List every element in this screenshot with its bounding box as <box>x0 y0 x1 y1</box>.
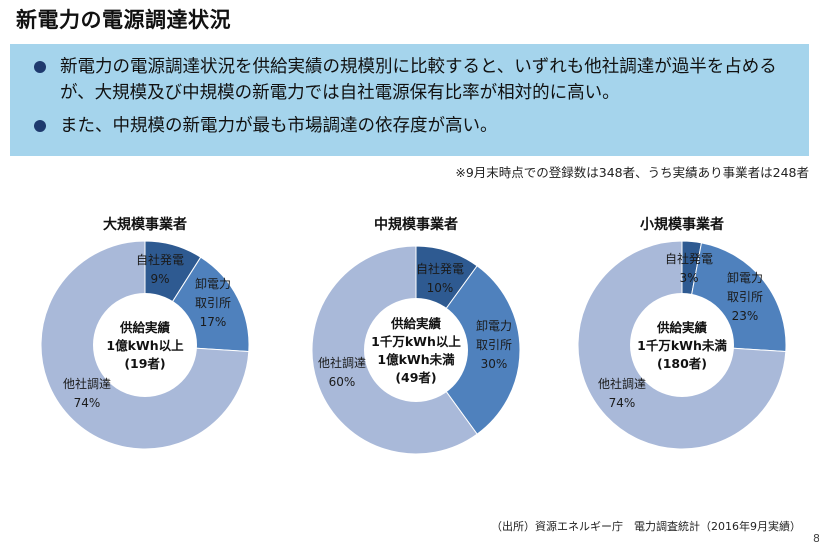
slice-category-label: 取引所 <box>727 290 763 304</box>
donut-center-text: 供給実績 <box>119 320 171 335</box>
summary-bullet: 新電力の電源調達状況を供給実績の規模別に比較すると、いずれも他社調達が過半を占め… <box>30 54 795 106</box>
donut-center-text: (49者) <box>395 370 436 385</box>
page-title: 新電力の電源調達状況 <box>16 8 231 32</box>
slice-value-label: 74% <box>74 396 101 410</box>
slice-category-label: 他社調達 <box>598 376 646 391</box>
slice-value-label: 74% <box>609 396 636 410</box>
bullet-dot-icon <box>34 61 46 73</box>
page-number: 8 <box>813 532 819 545</box>
donut-hole <box>630 293 734 397</box>
summary-bullet: また、中規模の新電力が最も市場調達の依存度が高い。 <box>30 113 795 139</box>
slice-category-label: 取引所 <box>195 296 231 310</box>
source-citation: （出所）資源エネルギー庁 電力調査統計（2016年9月実績） <box>491 520 801 533</box>
slice-category-label: 卸電力 <box>476 318 512 333</box>
slice-category-label: 自社発電 <box>136 252 184 267</box>
slice-value-label: 30% <box>481 357 508 371</box>
chart-title-large: 大規模事業者 <box>103 217 187 233</box>
registration-note: ※9月末時点での登録数は348者、うち実績あり事業者は248者 <box>455 165 809 180</box>
slice-category-label: 他社調達 <box>63 376 111 391</box>
slice-category-label: 自社発電 <box>416 261 464 276</box>
slice-category-label: 卸電力 <box>727 270 763 285</box>
donut-center-text: 1億kWh以上 <box>106 338 184 353</box>
donut-hole <box>364 298 468 402</box>
donut-center-text: 供給実績 <box>656 320 708 335</box>
slice-value-label: 17% <box>200 315 227 329</box>
pie-slice <box>415 265 521 435</box>
donut-center-text: (19者) <box>124 356 165 371</box>
summary-bullet-text: 新電力の電源調達状況を供給実績の規模別に比較すると、いずれも他社調達が過半を占め… <box>60 57 777 103</box>
slice-value-label: 3% <box>679 271 698 285</box>
slice-value-label: 23% <box>732 309 759 323</box>
donut-center-text: 1億kWh未満 <box>377 352 455 367</box>
chart-title-small: 小規模事業者 <box>640 217 724 233</box>
chart-title-medium: 中規模事業者 <box>374 217 458 233</box>
bullet-dot-icon <box>34 120 46 132</box>
donut-center-text: 1千万kWh未満 <box>637 338 727 353</box>
summary-box: 新電力の電源調達状況を供給実績の規模別に比較すると、いずれも他社調達が過半を占め… <box>10 44 809 156</box>
slice-category-label: 他社調達 <box>318 355 366 370</box>
slice-value-label: 10% <box>427 281 454 295</box>
donut-center-text: 1千万kWh以上 <box>371 334 461 349</box>
slice-category-label: 取引所 <box>476 338 512 352</box>
slice-value-label: 9% <box>150 272 169 286</box>
donut-center-text: (180者) <box>657 356 707 371</box>
donut-center-text: 供給実績 <box>390 316 442 331</box>
summary-bullet-text: また、中規模の新電力が最も市場調達の依存度が高い。 <box>60 116 498 136</box>
slice-category-label: 卸電力 <box>195 276 231 291</box>
slice-category-label: 自社発電 <box>665 251 713 266</box>
donut-hole <box>93 293 197 397</box>
slice-value-label: 60% <box>329 375 356 389</box>
